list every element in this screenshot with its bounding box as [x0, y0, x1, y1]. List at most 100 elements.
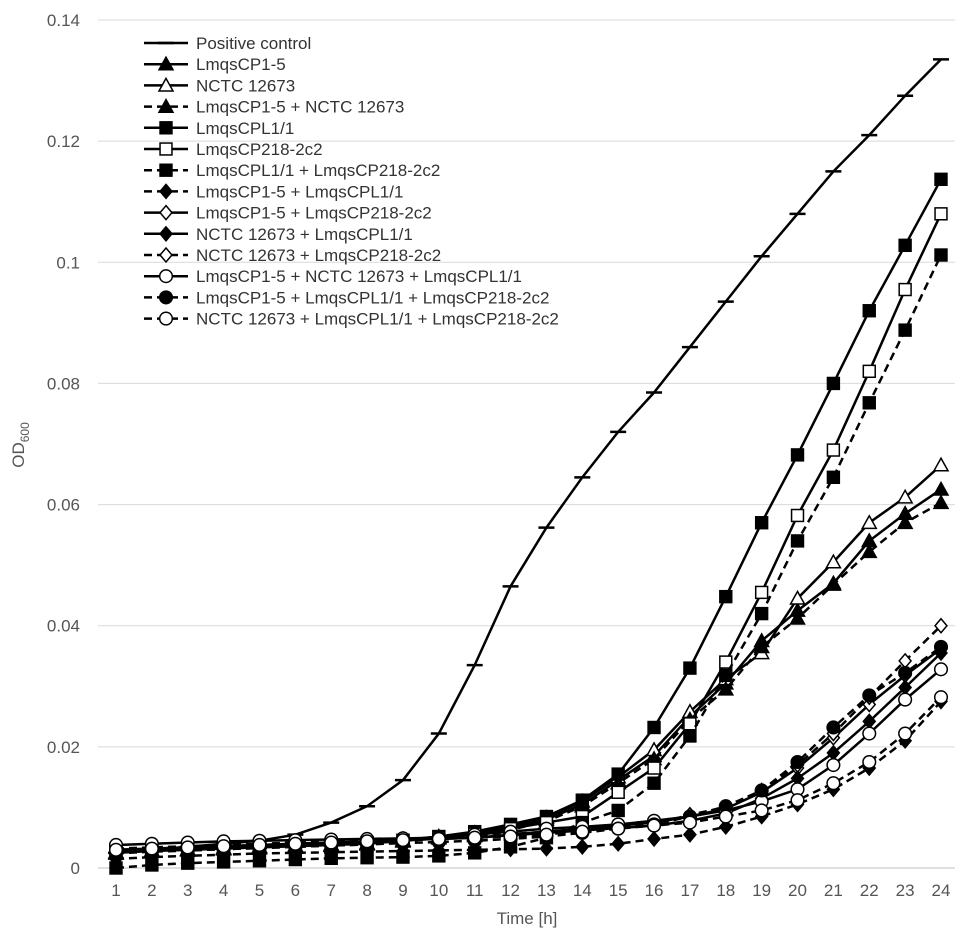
data-point	[324, 835, 339, 850]
data-point	[934, 617, 948, 634]
legend-label: NCTC 12673 + LmqsCPL1/1 + LmqsCP218-2c2	[196, 310, 559, 329]
data-point	[933, 662, 949, 677]
data-point	[789, 609, 806, 625]
data-point	[718, 809, 733, 824]
series-line	[115, 668, 942, 847]
legend-item: LmqsCP1-5 + NCTC 12673 + LmqsCPL1/1	[144, 267, 522, 286]
legend-label: LmqsCP218-2c2	[196, 140, 323, 159]
data-point	[108, 842, 124, 857]
x-tick-label: 22	[860, 881, 879, 900]
series-14	[108, 690, 949, 857]
x-tick-label: 20	[788, 881, 807, 900]
data-point	[862, 754, 877, 770]
data-point	[862, 396, 876, 410]
data-point	[575, 824, 590, 839]
data-point	[753, 638, 770, 654]
data-point	[611, 767, 625, 781]
series-4	[107, 494, 950, 860]
data-point	[934, 248, 948, 262]
data-point	[754, 516, 769, 530]
data-point	[825, 553, 842, 569]
legend-label: LmqsCP1-5 + LmqsCP218-2c2	[196, 204, 432, 223]
legend-label: LmqsCP1-5 + NCTC 12673	[196, 98, 404, 117]
legend-label: LmqsCP1-5 + LmqsCPL1/1 + LmqsCP218-2c2	[196, 288, 549, 307]
legend-item: LmqsCPL1/1 + LmqsCP218-2c2	[144, 161, 440, 180]
data-point	[719, 668, 733, 683]
data-point	[718, 818, 733, 835]
y-tick-label: 0.04	[47, 617, 80, 636]
x-tick-label: 11	[466, 881, 484, 900]
legend-item: Positive control	[144, 34, 311, 53]
legend: Positive control LmqsCP1-5 NCTC 12673 LmqsC…	[144, 34, 559, 329]
legend-marker	[159, 246, 173, 264]
data-point	[683, 661, 697, 675]
data-point	[898, 323, 912, 337]
data-point	[395, 833, 411, 848]
legend-marker	[159, 121, 173, 135]
series-3	[107, 456, 950, 859]
x-tick-label: 24	[932, 881, 951, 900]
data-point	[252, 837, 267, 853]
data-point	[683, 717, 697, 731]
data-point	[611, 821, 626, 836]
data-point	[288, 836, 303, 851]
data-point	[754, 803, 769, 818]
data-point	[647, 830, 661, 848]
series-line	[115, 464, 942, 854]
legend-item: LmqsCP1-5	[144, 55, 286, 74]
legend-marker	[159, 225, 173, 242]
legend-item: NCTC 12673 + LmqsCPL1/1 + LmqsCP218-2c2	[144, 310, 559, 329]
x-tick-label: 6	[291, 881, 300, 900]
y-tick-label: 0.08	[47, 374, 80, 393]
legend-label: NCTC 12673 + LmqsCPL1/1	[196, 225, 413, 244]
y-axis-title: OD600	[9, 422, 32, 468]
legend-item: NCTC 12673 + LmqsCP218-2c2	[144, 246, 441, 265]
data-point	[898, 726, 913, 741]
legend-label: LmqsCPL1/1	[196, 119, 294, 138]
x-tick-label: 16	[645, 881, 664, 900]
data-point	[934, 207, 948, 221]
data-point	[790, 754, 805, 770]
data-point	[826, 776, 841, 791]
data-point	[826, 757, 841, 773]
legend-item: LmqsCP1-5 + LmqsCPL1/1 + LmqsCP218-2c2	[144, 288, 549, 307]
data-point	[216, 839, 231, 854]
x-tick-label: 13	[537, 881, 556, 900]
legend-label: LmqsCP1-5 + NCTC 12673 + LmqsCPL1/1	[196, 267, 522, 286]
data-point	[575, 793, 590, 807]
data-point	[934, 172, 948, 187]
x-tick-label: 1	[111, 881, 120, 900]
series-line	[115, 696, 942, 852]
data-point	[611, 785, 625, 799]
data-point	[611, 835, 626, 852]
data-point	[932, 456, 950, 472]
data-point	[682, 826, 697, 843]
legend-marker	[158, 290, 174, 305]
data-point	[860, 514, 878, 530]
y-tick-label: 0.1	[56, 253, 80, 272]
data-point	[719, 589, 733, 604]
legend-label: LmqsCP1-5 + LmqsCPL1/1	[196, 182, 403, 201]
y-tick-label: 0.12	[47, 132, 80, 151]
legend-marker	[159, 163, 173, 177]
data-point	[180, 840, 195, 855]
x-axis-ticks: 1 2 3 4 5 6 7 8 9 10 11 12 13 14 15 16 17 18 19 20 21 22 23 24	[111, 881, 950, 900]
y-tick-label: 0.14	[47, 11, 80, 30]
y-tick-label: 0	[71, 859, 80, 878]
x-tick-label: 3	[183, 881, 192, 900]
data-point	[898, 665, 913, 681]
x-tick-label: 14	[573, 881, 592, 900]
data-point	[790, 508, 805, 523]
series-line	[115, 488, 942, 855]
y-tick-label: 0.06	[47, 496, 80, 515]
legend-marker	[158, 269, 174, 284]
x-tick-label: 8	[362, 881, 371, 900]
legend-label: NCTC 12673 + LmqsCP218-2c2	[196, 246, 441, 265]
data-point	[896, 514, 914, 530]
legend-label: LmqsCPL1/1 + LmqsCP218-2c2	[196, 161, 440, 180]
data-point	[862, 364, 876, 379]
data-point	[862, 304, 876, 318]
data-point	[647, 761, 661, 775]
legend-item: LmqsCPL1/1	[144, 119, 294, 138]
data-point	[360, 834, 375, 849]
